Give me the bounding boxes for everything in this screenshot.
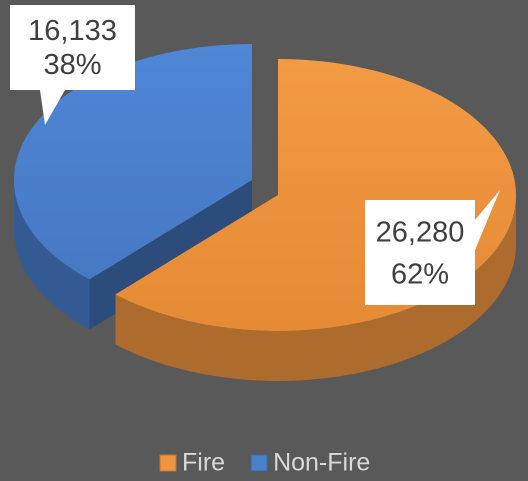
label-box <box>365 200 475 305</box>
legend-swatch <box>250 454 268 472</box>
label-pointer <box>475 190 500 250</box>
slice <box>13 44 252 280</box>
data-label: 16,133 <box>28 15 117 47</box>
data-label-percent: 38% <box>43 49 101 81</box>
label-pointer <box>40 90 65 125</box>
legend-swatch <box>159 454 177 472</box>
legend-label: Fire <box>182 449 225 477</box>
label-box <box>10 5 135 90</box>
data-label: 26,280 <box>376 216 465 248</box>
slice-side <box>115 195 516 382</box>
slice-side <box>14 180 90 330</box>
legend-label: Non-Fire <box>273 449 370 477</box>
data-label-percent: 62% <box>391 258 449 290</box>
